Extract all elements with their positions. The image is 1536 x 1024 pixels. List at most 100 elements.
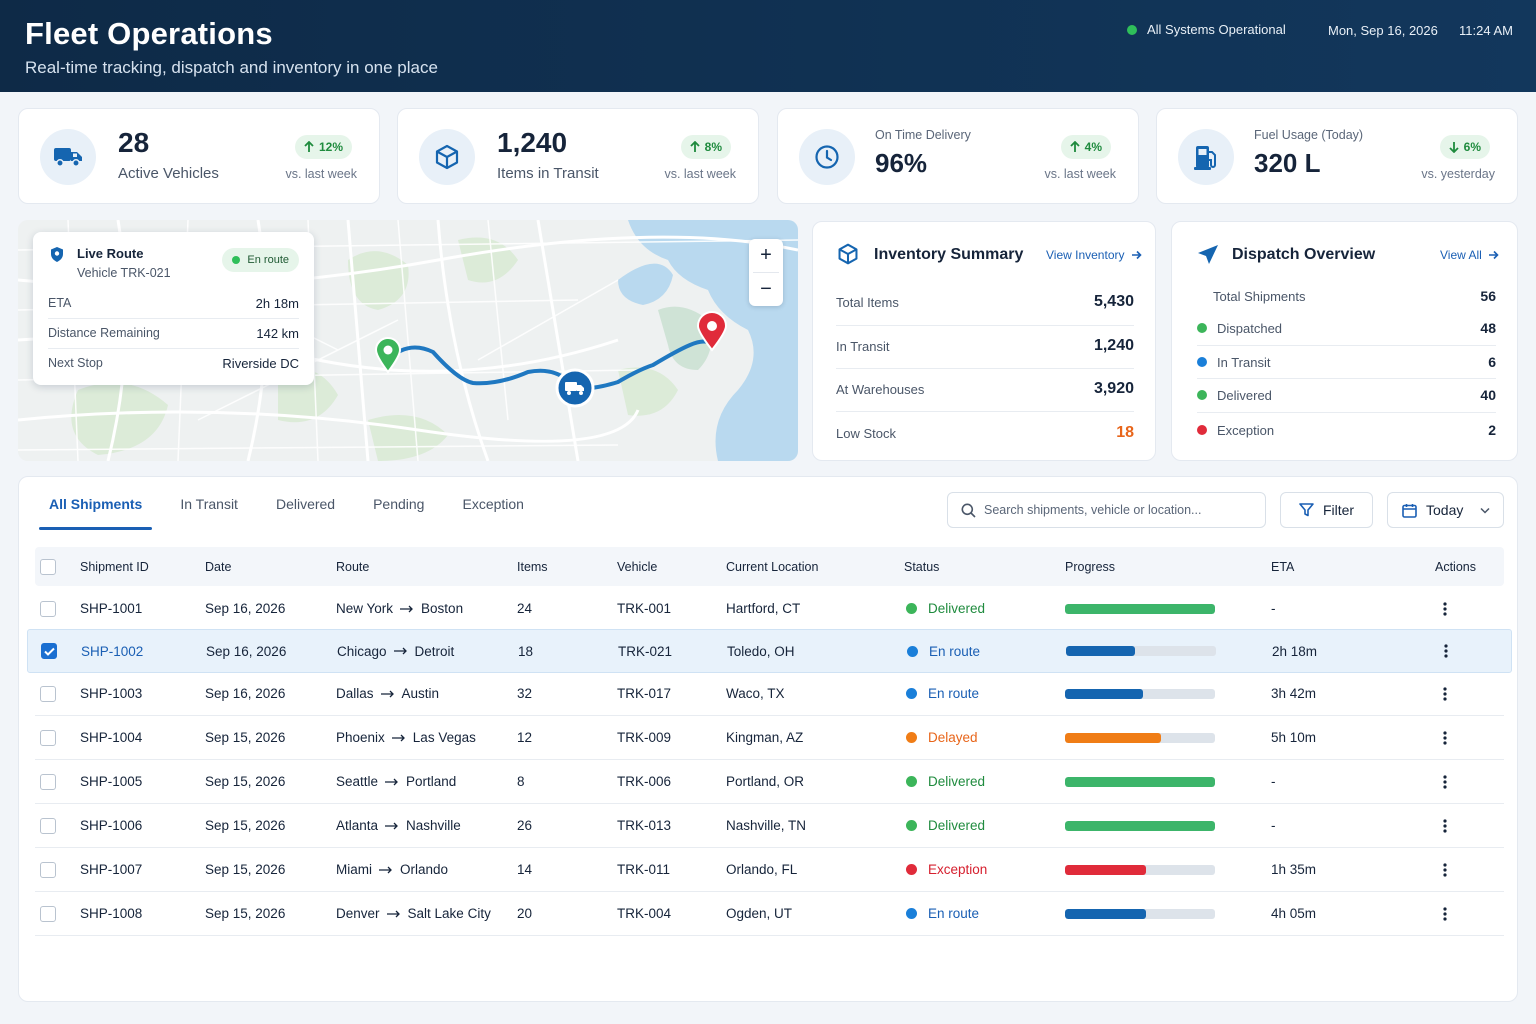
shipment-id[interactable]: SHP-1001: [80, 601, 143, 616]
view-all-link[interactable]: View All: [1440, 248, 1499, 262]
row-checkbox[interactable]: [40, 861, 56, 878]
column-header[interactable]: Vehicle: [617, 559, 658, 574]
row-checkbox[interactable]: [40, 773, 56, 790]
row-actions-button[interactable]: [1443, 587, 1447, 630]
table-row[interactable]: SHP-1006 Sep 15, 2026 Atlanta Nashville 26 TR…: [35, 804, 1504, 848]
arrow-right-icon: [380, 690, 394, 697]
table-row[interactable]: SHP-1005 Sep 15, 2026 Seattle Portland 8 TRK-…: [35, 760, 1504, 804]
dispatch-title: Dispatch Overview: [1232, 246, 1376, 263]
row-checkbox[interactable]: [40, 905, 56, 922]
view-inventory-link[interactable]: View Inventory: [1046, 248, 1142, 262]
shipment-items: 32: [517, 686, 533, 701]
filter-button[interactable]: Filter: [1280, 492, 1373, 528]
row-checkbox[interactable]: [40, 685, 56, 702]
row-actions-button[interactable]: [1443, 892, 1447, 935]
shipment-id[interactable]: SHP-1003: [80, 686, 143, 701]
shipment-eta: 3h 42m: [1271, 686, 1317, 701]
row-checkbox[interactable]: [40, 817, 56, 834]
column-header[interactable]: Progress: [1065, 559, 1116, 574]
low-stock-value: 18: [1116, 424, 1134, 441]
divider: [836, 368, 1134, 369]
row-actions-button[interactable]: [1443, 716, 1447, 759]
shipment-id[interactable]: SHP-1005: [80, 774, 143, 789]
inventory-summary-panel: Inventory Summary View Inventory Total I…: [812, 221, 1156, 461]
tab-exception[interactable]: Exception: [462, 496, 524, 512]
box-icon: [419, 129, 475, 185]
column-header[interactable]: Date: [205, 559, 232, 574]
date-range-dropdown[interactable]: Today: [1387, 492, 1504, 528]
tab-all-shipments[interactable]: All Shipments: [39, 477, 153, 531]
zoom-out-button[interactable]: −: [760, 278, 772, 300]
table-row[interactable]: SHP-1001 Sep 16, 2026 New York Boston 24 TRK-…: [35, 587, 1504, 631]
column-header[interactable]: Shipment ID: [80, 559, 149, 574]
table-row[interactable]: SHP-1008 Sep 15, 2026 Denver Salt Lake City…: [35, 892, 1504, 936]
inventory-row-low-stock: Low Stock 18: [836, 415, 1134, 451]
row-checkbox[interactable]: [40, 600, 56, 617]
inventory-title: Inventory Summary: [874, 246, 1024, 263]
column-header[interactable]: Current Location: [726, 559, 819, 574]
select-all-checkbox[interactable]: [40, 558, 56, 575]
route-origin: Chicago: [337, 643, 387, 659]
check-icon: [43, 647, 55, 656]
column-header[interactable]: Actions: [1435, 559, 1476, 574]
route-origin: Denver: [336, 906, 380, 921]
row-checkbox[interactable]: [41, 643, 57, 659]
table-row[interactable]: SHP-1004 Sep 15, 2026 Phoenix Las Vegas 12 TR…: [35, 716, 1504, 760]
more-vertical-icon: [1443, 818, 1447, 833]
column-header[interactable]: Items: [517, 559, 548, 574]
tab-in-transit[interactable]: In Transit: [180, 496, 238, 512]
zoom-in-button[interactable]: +: [760, 244, 772, 266]
dispatch-row-label: Exception: [1217, 422, 1275, 438]
row-actions-button[interactable]: [1443, 672, 1447, 715]
arrow-right-icon: [391, 734, 405, 741]
kpi-change-badge: 12%: [294, 135, 352, 159]
more-vertical-icon: [1443, 601, 1447, 616]
shipment-id[interactable]: SHP-1002: [81, 643, 144, 659]
route-origin: New York: [336, 601, 394, 616]
route-origin: Dallas: [336, 686, 374, 701]
arrow-right-icon: [379, 866, 392, 873]
table-row[interactable]: SHP-1002 Sep 16, 2026 Chicago Detroit 18 TRK-…: [27, 629, 1512, 673]
status-label: En route: [928, 906, 980, 921]
row-actions-button[interactable]: [1443, 848, 1447, 891]
shipment-id[interactable]: SHP-1007: [80, 862, 143, 877]
header-date: Mon, Sep 16, 2026: [1328, 23, 1438, 38]
status-badge: Delivered: [906, 587, 985, 630]
shipment-id[interactable]: SHP-1004: [80, 730, 143, 745]
start-pin-icon: [374, 337, 402, 374]
arrow-right-icon: [385, 822, 398, 829]
status-badge: Exception: [906, 848, 987, 891]
progress-bar: [1066, 630, 1216, 672]
more-vertical-icon: [1443, 774, 1447, 789]
shipment-location: Ogden, UT: [726, 906, 793, 921]
column-header[interactable]: Status: [904, 559, 940, 574]
view-all-label: View All: [1440, 248, 1482, 262]
dispatch-row-label: Dispatched: [1217, 320, 1283, 336]
table-row[interactable]: SHP-1007 Sep 15, 2026 Miami Orlando 14 TRK-01…: [35, 848, 1504, 892]
tab-delivered[interactable]: Delivered: [275, 496, 336, 512]
route-row-distance: Distance Remaining 142 km: [48, 318, 299, 348]
shipment-id[interactable]: SHP-1006: [80, 818, 143, 833]
row-checkbox[interactable]: [40, 729, 56, 746]
dispatch-row-value: 40: [1480, 387, 1496, 403]
divider: [753, 272, 779, 273]
table-row[interactable]: SHP-1003 Sep 16, 2026 Dallas Austin 32 TRK-01…: [35, 672, 1504, 716]
column-header[interactable]: ETA: [1271, 559, 1295, 574]
shipment-location: Waco, TX: [726, 686, 785, 701]
shipments-card: All Shipments In Transit Delivered Pendi…: [18, 476, 1518, 1002]
vehicle-marker-icon: [555, 368, 595, 408]
column-header[interactable]: Route: [336, 559, 370, 574]
row-actions-button[interactable]: [1444, 630, 1448, 672]
tab-pending[interactable]: Pending: [373, 496, 425, 512]
search-input[interactable]: [984, 503, 1254, 517]
dispatch-total-value: 56: [1480, 288, 1496, 304]
row-actions-button[interactable]: [1443, 760, 1447, 803]
status-badge: En route: [906, 892, 979, 935]
more-vertical-icon: [1444, 644, 1448, 658]
route-row-label: Next Stop: [48, 356, 103, 370]
row-actions-button[interactable]: [1443, 804, 1447, 847]
shipment-items: 12: [517, 730, 533, 745]
dispatch-row-exception: Exception 2: [1197, 415, 1496, 445]
shipment-id[interactable]: SHP-1008: [80, 906, 143, 921]
live-map[interactable]: Live Route Vehicle TRK-021 En route ETA …: [18, 220, 798, 461]
